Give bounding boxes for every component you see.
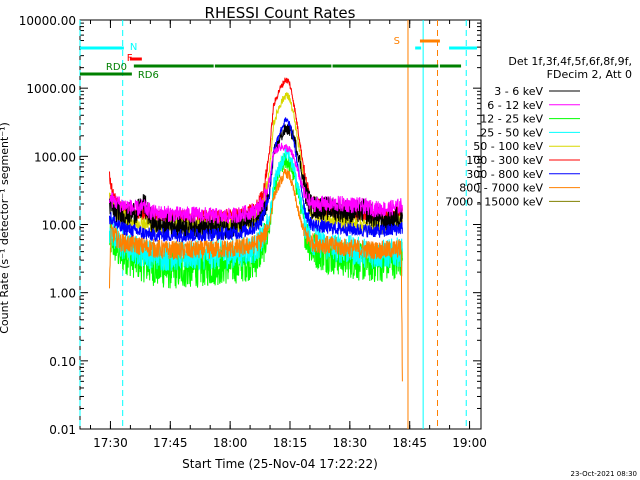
legend-label: 25 - 50 keV	[480, 126, 543, 139]
legend-label: 3 - 6 keV	[494, 85, 543, 98]
legend-header: Det 1f,3f,4f,5f,6f,8f,9f,	[508, 55, 632, 68]
legend-label: 800 - 7000 keV	[459, 182, 543, 195]
x-tick-label: 18:00	[213, 436, 248, 450]
legend-label: 300 - 800 keV	[466, 168, 543, 181]
series-line	[109, 168, 403, 382]
x-axis-label: Start Time (25-Nov-04 17:22:22)	[182, 457, 378, 471]
legend-label: 50 - 100 keV	[473, 140, 543, 153]
x-tick-label: 17:30	[93, 436, 128, 450]
state-bar-label: RD6	[138, 70, 159, 81]
y-tick-label: 100.00	[34, 150, 76, 164]
plot-area	[79, 19, 482, 430]
series-group	[109, 77, 403, 382]
y-tick-label: 0.10	[49, 355, 76, 369]
y-tick-label: 10.00	[42, 219, 76, 233]
series-line	[109, 117, 403, 244]
x-tick-label: 18:30	[333, 436, 368, 450]
legend-label: 6 - 12 keV	[487, 99, 543, 112]
legend-label: 12 - 25 keV	[480, 113, 543, 126]
x-tick-label: 18:45	[392, 436, 427, 450]
x-tick-label: 19:00	[452, 436, 487, 450]
y-tick-label: 10000.00	[19, 14, 76, 28]
y-axis-label: Count Rate (s⁻¹ detector⁻¹ segment⁻¹)	[0, 122, 11, 334]
chart-title: RHESSI Count Rates	[205, 4, 356, 22]
x-tick-label: 17:45	[153, 436, 188, 450]
legend-header: FDecim 2, Att 0	[547, 68, 632, 81]
series-line	[109, 142, 403, 224]
y-tick-label: 1.00	[49, 287, 76, 301]
state-bar-label: N	[130, 42, 137, 53]
y-tick-label: 1000.00	[26, 82, 76, 96]
x-tick-label: 18:15	[273, 436, 308, 450]
legend-label: 7000 - 15000 keV	[445, 195, 543, 208]
state-bar-label: S	[394, 36, 400, 47]
footer-date: 23-Oct-2021 08:30	[571, 470, 637, 478]
y-tick-label: 0.01	[49, 423, 76, 437]
state-bar-label: RD0	[106, 62, 127, 73]
legend-label: 100 - 300 keV	[466, 154, 543, 167]
state-bar-label: F	[127, 53, 133, 64]
